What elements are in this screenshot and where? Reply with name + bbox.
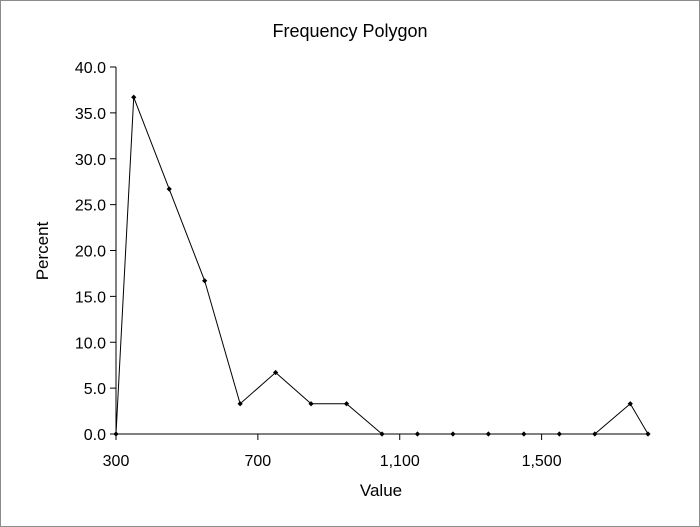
data-point-marker (379, 431, 385, 437)
data-point-marker (343, 401, 350, 407)
data-point-marker (521, 431, 527, 437)
x-axis-label: Value (360, 481, 402, 500)
x-tick-label: 300 (103, 453, 130, 470)
data-point-marker (273, 369, 279, 376)
data-point-marker (450, 431, 456, 437)
data-point-marker (237, 401, 243, 407)
y-tick-label: 30.0 (75, 152, 106, 169)
x-tick-label: 1,500 (522, 453, 562, 470)
data-point-marker (485, 431, 491, 437)
y-tick-label: 0.0 (84, 427, 106, 444)
y-tick-label: 5.0 (84, 381, 106, 398)
y-axis-label: Percent (33, 221, 52, 280)
data-point-marker (202, 278, 208, 284)
ticks: 0.0 5.0 10.0 15.0 20.0 25.0 30.0 35.0 40.0 300 700… (75, 60, 562, 470)
x-tick-label: 700 (245, 453, 272, 470)
data-point-marker (627, 401, 633, 407)
data-point-marker (414, 431, 421, 437)
data-point-marker (131, 94, 137, 100)
data-point-marker (592, 431, 598, 437)
y-tick-label: 25.0 (75, 198, 106, 215)
data-point-marker (645, 431, 651, 437)
data-point-marker (113, 431, 119, 437)
chart-title: Frequency Polygon (272, 21, 427, 41)
x-tick-label: 1,100 (380, 453, 420, 470)
data-point-marker (166, 186, 172, 192)
y-tick-label: 10.0 (75, 335, 106, 352)
series-line (115, 97, 649, 435)
y-tick-label: 40.0 (75, 60, 106, 77)
plot-area (113, 94, 651, 437)
y-tick-label: 15.0 (75, 289, 106, 306)
data-point-marker (308, 401, 314, 407)
y-tick-label: 20.0 (75, 244, 106, 261)
axes (115, 67, 648, 435)
data-point-marker (556, 431, 562, 437)
y-tick-label: 35.0 (75, 106, 106, 123)
